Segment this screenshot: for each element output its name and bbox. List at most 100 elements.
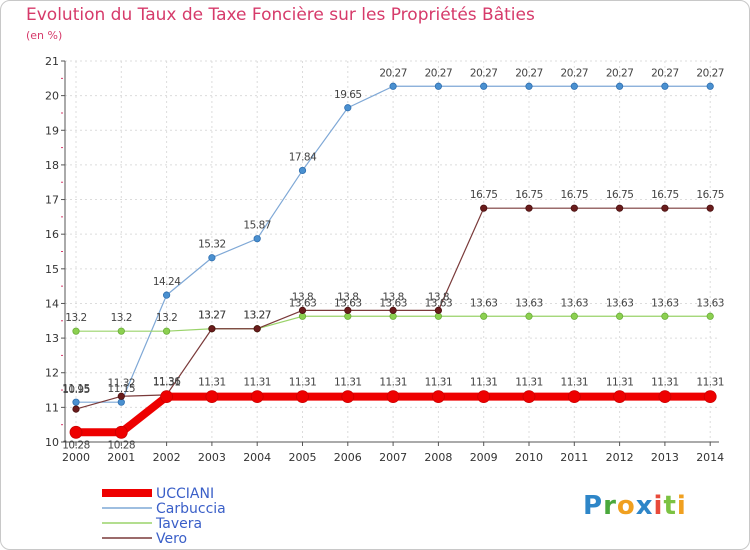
- data-point-carbuccia: [525, 82, 533, 90]
- data-point-tavera: [163, 327, 171, 335]
- y-tick-label: 20: [45, 90, 59, 103]
- data-point-ucciani: [250, 390, 264, 404]
- data-point-vero: [570, 204, 578, 212]
- data-label-carbuccia: 15.32: [198, 239, 226, 251]
- y-tick-label: 10: [45, 436, 59, 449]
- data-label-carbuccia: 20.27: [515, 67, 543, 79]
- data-label-vero: 11.36: [153, 376, 181, 388]
- data-point-tavera: [434, 312, 442, 320]
- x-tick-label: 2013: [651, 451, 679, 464]
- data-point-tavera: [706, 312, 714, 320]
- x-tick-label: 2001: [107, 451, 135, 464]
- x-tick-label: 2007: [379, 451, 407, 464]
- data-point-carbuccia: [72, 398, 80, 406]
- data-label-ucciani: 11.31: [243, 377, 271, 389]
- data-point-ucciani: [522, 390, 536, 404]
- data-point-vero: [661, 204, 669, 212]
- data-point-ucciani: [477, 390, 491, 404]
- data-point-carbuccia: [570, 82, 578, 90]
- data-label-carbuccia: 20.27: [651, 67, 679, 79]
- x-tick-label: 2006: [334, 451, 362, 464]
- data-label-carbuccia: 20.27: [379, 67, 407, 79]
- legend-label-carbuccia: Carbuccia: [156, 501, 226, 517]
- data-label-vero: 16.75: [606, 189, 634, 201]
- data-label-tavera: 13.63: [470, 297, 498, 309]
- data-point-ucciani: [658, 390, 672, 404]
- data-label-tavera: 13.63: [696, 297, 724, 309]
- data-label-tavera: 13.63: [379, 297, 407, 309]
- data-label-vero: 13.8: [337, 291, 358, 303]
- data-label-carbuccia: 17.84: [289, 151, 317, 163]
- data-point-ucciani: [69, 425, 83, 439]
- x-tick-label: 2002: [153, 451, 181, 464]
- data-point-ucciani: [341, 390, 355, 404]
- data-point-vero: [434, 306, 442, 314]
- x-tick-label: 2011: [560, 451, 588, 464]
- data-point-ucciani: [613, 390, 626, 404]
- data-point-ucciani: [205, 390, 219, 404]
- legend-label-tavera: Tavera: [155, 516, 202, 532]
- data-point-carbuccia: [163, 291, 171, 299]
- data-label-carbuccia: 14.24: [153, 276, 181, 288]
- data-label-vero: 13.27: [198, 310, 226, 322]
- data-label-carbuccia: 20.27: [606, 67, 634, 79]
- data-point-carbuccia: [298, 166, 307, 175]
- data-label-vero: 13.8: [428, 291, 449, 303]
- x-tick-label: 2000: [62, 451, 90, 464]
- data-point-tavera: [344, 312, 352, 320]
- data-label-tavera: 13.27: [243, 310, 271, 322]
- data-point-carbuccia: [208, 254, 216, 262]
- x-tick-label: 2009: [470, 451, 498, 464]
- data-label-carbuccia: 11.15: [108, 383, 136, 395]
- data-label-ucciani: 11.31: [696, 377, 724, 389]
- data-label-ucciani: 11.31: [334, 377, 362, 389]
- data-point-vero: [72, 405, 80, 413]
- data-label-carbuccia: 11.15: [62, 383, 90, 395]
- data-point-vero: [480, 204, 488, 212]
- data-label-vero: 16.75: [696, 189, 724, 201]
- y-tick-label: 16: [45, 228, 59, 241]
- data-label-carbuccia: 20.27: [470, 67, 498, 79]
- x-tick-label: 2003: [198, 451, 226, 464]
- data-point-tavera: [615, 312, 624, 320]
- data-label-carbuccia: 20.27: [696, 67, 724, 79]
- y-tick-label: 19: [45, 124, 59, 137]
- x-tick-label: 2005: [289, 451, 317, 464]
- y-tick-label: 13: [45, 332, 59, 345]
- data-label-ucciani: 11.31: [470, 377, 498, 389]
- data-point-tavera: [72, 327, 80, 335]
- y-tick-label: 15: [45, 263, 59, 276]
- data-point-ucciani: [114, 425, 128, 439]
- data-point-tavera: [480, 312, 488, 320]
- data-label-ucciani: 11.31: [515, 377, 543, 389]
- data-point-vero: [706, 204, 714, 212]
- data-label-tavera: 13.63: [515, 297, 543, 309]
- data-point-tavera: [661, 312, 669, 320]
- data-point-vero: [615, 204, 624, 212]
- y-tick-label: 17: [45, 194, 59, 207]
- data-point-vero: [253, 325, 261, 333]
- data-label-ucciani: 11.31: [561, 377, 589, 389]
- x-tick-label: 2008: [424, 451, 452, 464]
- data-point-carbuccia: [253, 235, 261, 243]
- data-point-ucciani: [567, 390, 581, 404]
- data-label-carbuccia: 15.87: [243, 220, 271, 232]
- data-point-tavera: [570, 312, 578, 320]
- series-line-carbuccia: [76, 85, 711, 403]
- data-label-tavera: 13.63: [425, 297, 453, 309]
- data-label-tavera: 13.63: [289, 297, 317, 309]
- y-axis-unit: (en %): [26, 29, 63, 42]
- data-point-vero: [298, 306, 307, 314]
- data-point-ucciani: [703, 390, 717, 404]
- data-label-ucciani: 11.31: [425, 377, 453, 389]
- data-point-ucciani: [431, 390, 445, 404]
- data-label-ucciani: 11.31: [153, 377, 181, 389]
- data-label-vero: 13.8: [382, 291, 403, 303]
- data-label-ucciani: 10.28: [62, 439, 90, 451]
- data-label-tavera: 13.63: [334, 297, 362, 309]
- data-label-tavera: 13.2: [156, 312, 177, 324]
- data-label-carbuccia: 20.27: [425, 67, 453, 79]
- data-label-ucciani: 11.31: [379, 377, 407, 389]
